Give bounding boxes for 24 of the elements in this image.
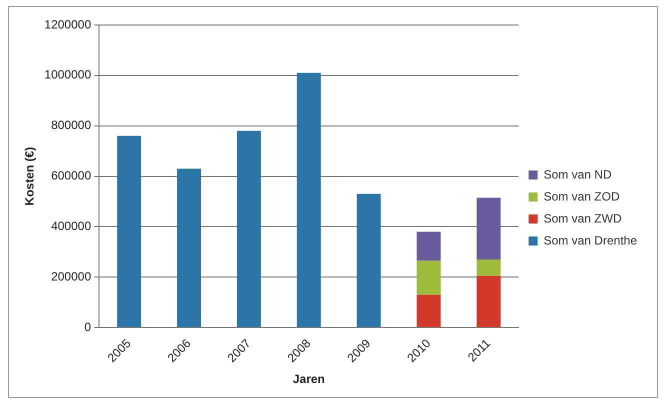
bar	[476, 276, 501, 328]
legend-label: Som van Drenthe	[544, 233, 638, 248]
bar	[236, 130, 261, 328]
legend-label: Som van ZWD	[544, 211, 622, 226]
legend-label: Som van ND	[544, 167, 612, 182]
bar	[296, 72, 321, 328]
legend-label: Som van ZOD	[544, 189, 620, 204]
y-tick-label: 1200000	[44, 17, 92, 32]
y-tick-label: 400000	[51, 219, 92, 234]
bar	[356, 194, 381, 328]
bar	[476, 259, 501, 276]
bar	[117, 136, 142, 328]
y-axis-title: Kosten (€)	[22, 146, 37, 206]
bar	[416, 232, 441, 261]
x-axis-title: Jaren	[292, 372, 325, 386]
y-tick-label: 0	[84, 320, 92, 334]
bar	[416, 260, 441, 295]
y-tick-label: 600000	[51, 168, 92, 183]
bar	[416, 294, 441, 328]
bar	[476, 198, 501, 260]
y-tick-label: 800000	[51, 118, 92, 132]
bar	[177, 168, 201, 328]
y-tick-label: 1000000	[44, 68, 92, 82]
y-tick-label: 200000	[51, 269, 92, 284]
